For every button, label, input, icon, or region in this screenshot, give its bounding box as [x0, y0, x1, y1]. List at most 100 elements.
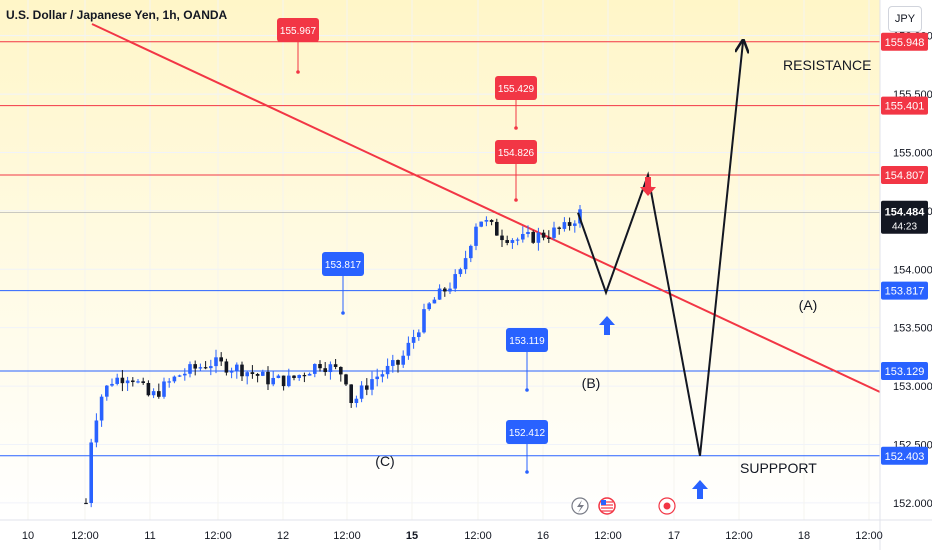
candle-up	[562, 222, 567, 229]
time-tick-label: 16	[537, 530, 549, 542]
callout-box	[506, 420, 548, 444]
candle-down	[281, 375, 286, 387]
level-badge-label: 155.401	[885, 101, 925, 113]
price-tick-label: 152.000	[893, 498, 932, 510]
candle-up	[136, 381, 140, 383]
candle-down	[266, 371, 270, 385]
event-icons[interactable]	[571, 497, 676, 515]
candle-up	[151, 391, 156, 396]
candle-down	[547, 237, 551, 239]
annotation-label: (B)	[582, 375, 601, 391]
time-tick-label: 12:00	[725, 530, 753, 542]
price-callouts: 155.967 155.429 154.826 153.817 153.119 152.4…	[277, 18, 548, 474]
level-badge	[881, 281, 928, 300]
candle-up	[427, 303, 431, 310]
candle-down	[219, 357, 223, 362]
candle-up	[515, 239, 520, 241]
candle-up	[417, 332, 421, 338]
candle-up	[422, 309, 426, 333]
candle-up	[162, 381, 166, 397]
candle-down	[292, 375, 296, 378]
candle-up	[359, 385, 364, 399]
lightning-glyph	[577, 500, 584, 513]
candle-up	[172, 376, 177, 382]
callout-box	[495, 140, 537, 164]
candle-up	[307, 373, 312, 376]
candle-down	[193, 364, 197, 369]
candle-down	[344, 374, 348, 385]
callout-dot	[341, 311, 345, 315]
last-price-label: 154.484	[885, 207, 926, 219]
level-badge-label: 154.807	[885, 170, 925, 182]
candle-up	[521, 234, 525, 240]
time-tick-label: 12:00	[855, 530, 883, 542]
record-dot	[663, 502, 671, 510]
candle-up	[297, 375, 301, 378]
time-tick-label: 12	[277, 530, 289, 542]
candle-down	[500, 235, 504, 241]
blue-up-arrow-icon	[692, 480, 708, 499]
candle-up	[229, 370, 234, 373]
candle-up	[406, 342, 411, 356]
candle-up	[536, 232, 541, 243]
candle-up	[432, 299, 437, 304]
candle-down	[224, 361, 229, 373]
candle-up	[391, 360, 395, 366]
candle-up	[375, 376, 379, 380]
callout-label: 155.429	[498, 84, 535, 95]
candle-up	[198, 367, 203, 369]
candle-down	[339, 366, 343, 375]
candle-down	[157, 391, 161, 397]
red-down-arrow-icon	[640, 177, 656, 196]
candle-up	[183, 373, 187, 376]
trendline	[91, 23, 881, 393]
candle-down	[489, 220, 494, 222]
candle-up	[479, 221, 483, 227]
level-badge	[881, 446, 928, 465]
time-axis[interactable]: 10 12:00 11 12:00 12 12:00 15 12:00 16 12:00 17 12:…	[0, 519, 932, 542]
candle-up	[573, 223, 577, 226]
candle-up	[526, 231, 530, 235]
candle-up	[209, 366, 213, 369]
candle-up	[235, 364, 239, 371]
candle-up	[328, 364, 333, 373]
time-tick-label: 17	[668, 530, 680, 542]
projected-wave-path	[577, 42, 743, 456]
candle-down	[365, 385, 369, 390]
price-axis[interactable]: 152.000152.500153.000153.500154.000154.5…	[879, 0, 932, 550]
candle-up	[271, 377, 275, 385]
chart-title: U.S. Dollar / Japanese Yen, 1h, OANDA	[6, 8, 228, 22]
descending-trendline	[91, 23, 881, 393]
candle-down	[557, 227, 561, 229]
candle-up	[474, 226, 478, 246]
last-price-badge	[881, 200, 928, 234]
blue-up-arrow-icon	[599, 316, 615, 335]
callout-label: 153.817	[325, 260, 362, 271]
candle-up	[105, 385, 109, 397]
candle-up	[510, 240, 515, 243]
candle-down	[255, 374, 260, 376]
annotation-label: RESISTANCE	[783, 57, 871, 73]
candle-up	[354, 398, 359, 404]
candle-up	[484, 220, 489, 222]
price-tick-label: 153.000	[893, 381, 932, 393]
candle-down	[84, 502, 88, 505]
time-tick-label: 12:00	[71, 530, 99, 542]
callout-label: 154.826	[498, 148, 535, 159]
annotation-label: SUPPPORT	[740, 460, 817, 476]
annotation-label: (C)	[375, 453, 394, 469]
time-tick-label: 12:00	[594, 530, 622, 542]
candle-down	[203, 367, 208, 369]
callout-box	[495, 76, 537, 100]
candle-up	[313, 364, 317, 374]
level-badge	[881, 362, 928, 381]
candle-down	[250, 372, 255, 375]
candle-down	[567, 222, 572, 226]
price-tick-label: 155.000	[893, 147, 932, 159]
candle-up	[463, 258, 468, 270]
level-badge	[881, 32, 928, 51]
currency-button[interactable]: JPY	[888, 6, 922, 32]
annotation-label: (A)	[799, 297, 818, 313]
candle-up	[380, 374, 385, 377]
